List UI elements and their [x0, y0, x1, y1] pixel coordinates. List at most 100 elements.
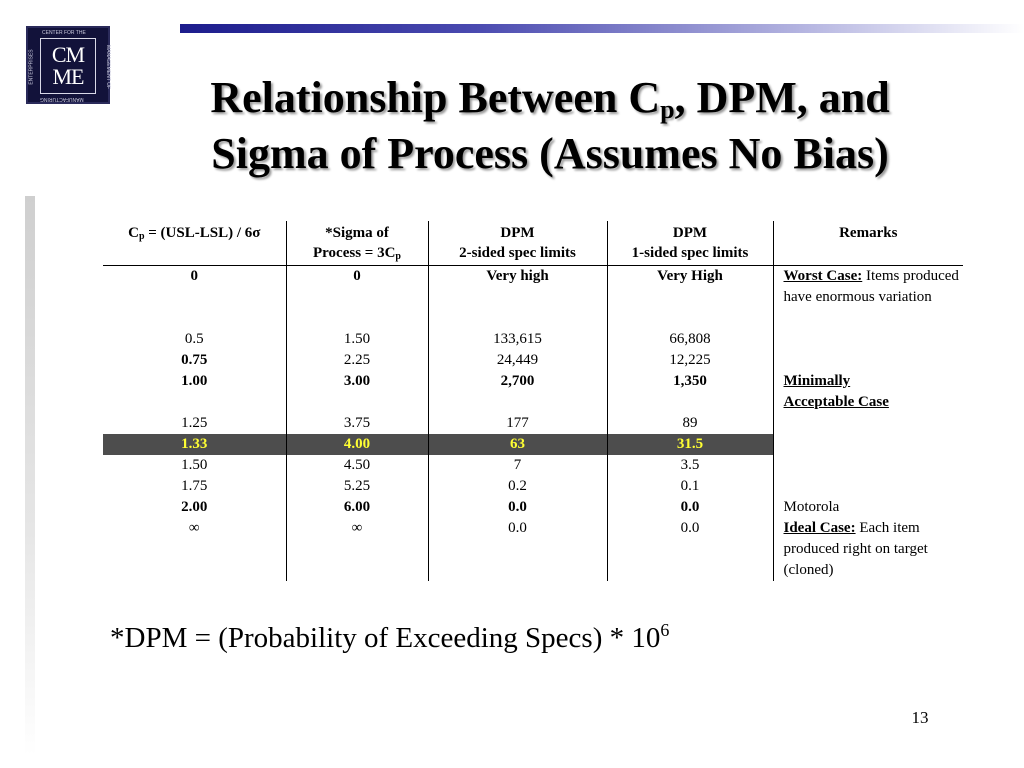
cell-dpm-2-sided: 24,449 — [427, 350, 607, 371]
table-row: 0.75 2.25 24,449 12,225 — [103, 350, 963, 371]
cell-dpm-1-sided: 66,808 — [606, 329, 773, 350]
cell-dpm-1-sided: 12,225 — [606, 350, 773, 371]
cell-cp: 0.75 — [181, 352, 208, 368]
cmme-logo: CENTER FOR THE MANAGEMENT OF MANUFACTURI… — [26, 26, 111, 104]
logo-line-2: ME — [52, 64, 85, 89]
table-row: 2.00 6.00 0.0 0.0 Motorola — [103, 497, 963, 518]
cell-cp: 1.00 — [181, 373, 208, 389]
title-line-2: Sigma of Process (Assumes No Bias) — [211, 129, 889, 178]
highlighted-row: 1.33 4.00 63 31.5 — [103, 434, 963, 455]
header-remarks: Remarks — [772, 221, 963, 266]
table-header-row: Cp = (USL-LSL) / 6σ *Sigma of Process = 3… — [103, 221, 963, 266]
cell-dpm-1-sided: 3.5 — [606, 455, 773, 476]
table-row: 1.00 3.00 2,700 1,350 Minimally — [103, 371, 963, 392]
cell-sigma: 3.00 — [285, 371, 428, 392]
cell-remark — [772, 455, 963, 476]
logo-ring-left-text: ENTERPRISES — [28, 49, 35, 85]
cell-dpm-1-sided — [606, 287, 773, 308]
footnote-text: *DPM = (Probability of Exceeding Specs) … — [110, 622, 661, 654]
cell-dpm-1-sided — [606, 308, 773, 329]
cell-remark: Motorola — [772, 497, 963, 518]
cell-dpm-1-sided: 0.0 — [606, 518, 773, 581]
logo-emblem: CM ME — [40, 38, 96, 94]
cell-dpm-1-sided: 0.1 — [606, 476, 773, 497]
cell-dpm-2-sided: 2,700 — [427, 371, 607, 392]
top-accent-bar — [180, 24, 1024, 33]
cell-sigma: 3.75 — [285, 413, 428, 434]
cell-dpm-1-sided — [606, 392, 773, 413]
cell-dpm-2-sided: 7 — [427, 455, 607, 476]
cell-remark: Ideal Case: Each item produced right on … — [772, 518, 963, 581]
cell-sigma: 5.25 — [285, 476, 428, 497]
cell-cp: 1.25 — [181, 415, 208, 431]
cell-dpm-1-sided: 89 — [606, 413, 773, 434]
cell-remark — [772, 434, 963, 455]
cell-dpm-2-sided — [427, 392, 607, 413]
cell-remark — [772, 413, 963, 434]
cell-dpm-2-sided: 63 — [427, 434, 607, 455]
cell-sigma: 2.25 — [285, 350, 428, 371]
cell-dpm-2-sided: 0.0 — [427, 497, 607, 518]
cell-sigma — [285, 287, 428, 308]
left-accent-bar — [25, 196, 35, 756]
cell-dpm-2-sided: Very high — [427, 265, 607, 287]
page-number: 13 — [911, 708, 929, 727]
table-row: Acceptable Case — [103, 392, 963, 413]
table-row — [103, 287, 963, 308]
cell-remark: Minimally — [772, 371, 963, 392]
cell-cp: 0 — [190, 268, 199, 284]
table-row: ∞ ∞ 0.0 0.0 Ideal Case: Each item produc… — [103, 518, 963, 581]
cell-dpm-2-sided — [427, 287, 607, 308]
cell-remark — [772, 476, 963, 497]
dpm-footnote: *DPM = (Probability of Exceeding Specs) … — [110, 620, 670, 655]
table-row — [103, 308, 963, 329]
cell-remark — [772, 350, 963, 371]
logo-ring-top-text: CENTER FOR THE — [42, 30, 86, 36]
cell-remark — [772, 329, 963, 350]
cell-dpm-1-sided: Very High — [606, 265, 773, 287]
table-row: 1.50 4.50 7 3.5 — [103, 455, 963, 476]
cell-cp: 1.33 — [103, 434, 286, 455]
cell-remark: Acceptable Case — [772, 392, 963, 413]
cell-dpm-2-sided — [427, 308, 607, 329]
cell-cp — [103, 287, 286, 308]
cell-dpm-1-sided: 1,350 — [606, 371, 773, 392]
cell-cp — [103, 308, 286, 329]
cell-sigma: 4.00 — [285, 434, 428, 455]
cell-cp: 1.50 — [181, 457, 208, 473]
title-subscript: p — [660, 95, 675, 124]
cell-cp: 0.5 — [184, 331, 204, 347]
cell-sigma: ∞ — [285, 518, 428, 581]
table-row: 1.25 3.75 177 89 — [103, 413, 963, 434]
cell-sigma: 4.50 — [285, 455, 428, 476]
logo-line-1: CM — [51, 42, 85, 67]
header-dpm-2-sided: DPM 2-sided spec limits — [427, 221, 607, 266]
cell-cp: ∞ — [188, 520, 200, 536]
cell-dpm-2-sided: 0.0 — [427, 518, 607, 581]
cell-cp: 2.00 — [181, 499, 208, 515]
footnote-exponent: 6 — [660, 620, 670, 640]
header-sigma: *Sigma of Process = 3Cp — [285, 221, 428, 266]
cell-sigma — [285, 308, 428, 329]
header-cp: Cp = (USL-LSL) / 6σ — [103, 221, 286, 266]
cell-sigma: 0 — [285, 265, 428, 287]
cell-sigma: 1.50 — [285, 329, 428, 350]
table-row: 0.5 1.50 133,615 66,808 — [103, 329, 963, 350]
cell-cp — [103, 392, 286, 413]
header-dpm-1-sided: DPM 1-sided spec limits — [606, 221, 773, 266]
cell-sigma — [285, 392, 428, 413]
logo-ring-bottom-text: MANUFACTURING — [40, 96, 84, 102]
cell-dpm-2-sided: 177 — [427, 413, 607, 434]
cell-dpm-1-sided: 0.0 — [606, 497, 773, 518]
slide-title: Relationship Between Cp, DPM, and Sigma … — [120, 70, 980, 182]
cp-dpm-sigma-table: Cp = (USL-LSL) / 6σ *Sigma of Process = 3… — [103, 221, 963, 581]
cell-cp: 1.75 — [181, 478, 208, 494]
cell-dpm-1-sided: 31.5 — [606, 434, 773, 455]
title-part-1: Relationship Between C — [210, 73, 661, 122]
cell-remark: Worst Case: Items produced have enormous… — [772, 265, 963, 329]
table-row: 1.75 5.25 0.2 0.1 — [103, 476, 963, 497]
title-part-2: , DPM, and — [674, 73, 890, 122]
cell-dpm-2-sided: 0.2 — [427, 476, 607, 497]
cell-dpm-2-sided: 133,615 — [427, 329, 607, 350]
table-row: 0 0 Very high Very High Worst Case: Item… — [103, 265, 963, 329]
